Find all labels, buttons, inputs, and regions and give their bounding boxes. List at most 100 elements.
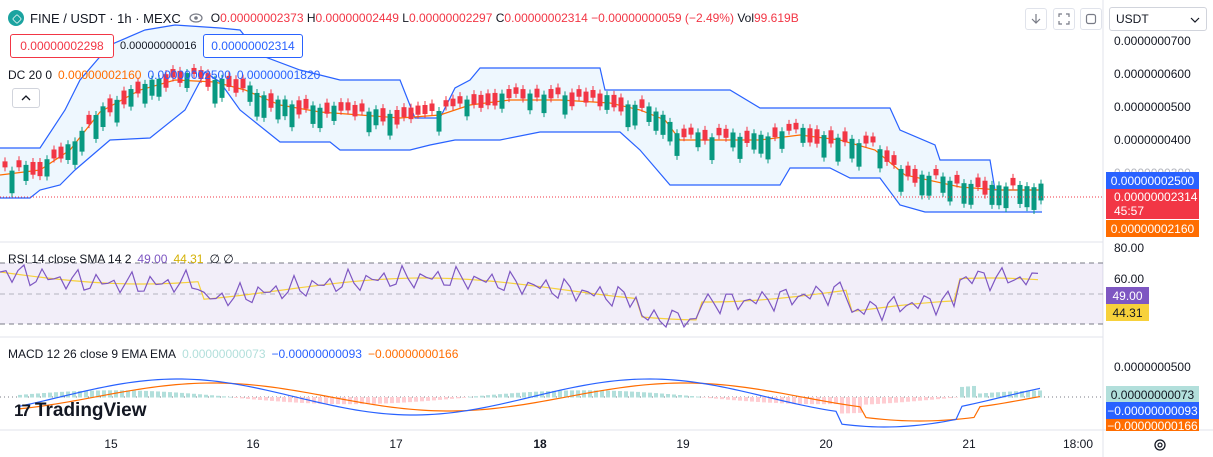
chevron-up-icon [21,92,31,104]
candle-body [548,89,554,99]
candle-body [394,109,400,125]
tradingview-logo[interactable]: 17 TradingView [14,400,147,422]
vol-label: Vol [737,11,754,25]
macd-histogram-bar [684,395,688,398]
candle-body [338,102,344,111]
rsi-empty-values: ∅ ∅ [209,252,234,266]
candle-body [506,89,512,99]
buy-button[interactable]: 0.00000002314 [203,34,303,58]
dc-legend[interactable]: DC 20 0 0.00000002160 0.00000002500 0.00… [8,68,320,82]
candle-body [744,130,750,143]
time-axis-label: 18 [533,437,547,451]
macd-line-legend-value: −0.00000000093 [271,347,362,361]
macd-histogram-bar [996,392,1000,398]
candle-body [1038,183,1044,201]
sell-button[interactable]: 0.00000002298 [10,34,114,58]
settings-gear-icon[interactable] [1152,437,1168,456]
macd-histogram-bar [294,397,298,403]
macd-histogram-bar [552,390,556,398]
rsi-axis-label: 80.00 [1114,241,1145,255]
symbol-title[interactable]: FINE / USDT · 1h · MEXC [30,10,181,26]
macd-histogram-bar [342,397,346,405]
macd-histogram-bar [966,386,970,398]
rsi-line [0,263,1039,329]
vol-value: 99.619B [754,11,799,25]
candle-body [485,93,491,106]
candle-body [114,99,120,123]
candle-body [611,94,617,108]
collapse-legend-button[interactable] [12,88,40,108]
candle-body [828,130,834,144]
macd-hist-value-tag: 0.00000000073 [1106,386,1199,403]
change-value: −0.00000000059 (−2.49%) [591,11,734,25]
macd-histogram-bar [60,391,64,398]
candle-body [590,90,596,98]
low-label: L [402,11,409,25]
candle-body [807,128,813,143]
macd-histogram-bar [480,395,484,398]
candle-body [415,105,421,115]
candle-body [352,104,358,117]
macd-histogram-bar [156,391,160,398]
macd-histogram-bar [564,390,568,398]
currency-value: USDT [1116,12,1149,26]
candle-body [289,104,295,128]
macd-histogram-bar [144,390,148,398]
candle-body [989,184,995,205]
candle-body [996,185,1002,206]
candle-body [954,174,960,184]
rsi-value-tag: 49.00 [1106,287,1149,304]
macd-histogram-bar [744,397,748,402]
macd-histogram-bar [1002,391,1006,398]
macd-histogram-bar [588,390,592,398]
candle-body [555,87,561,95]
time-axis-label: 18:00 [1062,437,1094,451]
macd-histogram-bar [390,397,394,404]
macd-histogram-bar [444,397,448,400]
candle-body [219,78,225,98]
candle-body [975,177,981,188]
macd-histogram-bar [990,392,994,398]
macd-histogram-bar [378,397,382,404]
macd-line [19,378,1041,428]
candle-body [695,132,701,148]
currency-select[interactable]: USDT [1109,7,1207,31]
candle-body [44,159,50,177]
candle-body [191,67,197,74]
macd-histogram-bar [534,391,538,398]
eye-icon[interactable] [187,13,205,23]
candle-body [163,74,169,88]
macd-histogram-bar [792,397,796,404]
dc-basis-price-tag: 0.00000002160 [1106,220,1199,237]
candle-body [534,88,540,98]
candle-body [233,79,239,93]
candle-body [303,98,309,109]
time-axis-label: 16 [246,437,260,451]
macd-histogram-bar [858,397,862,413]
macd-histogram-bar [90,390,94,398]
fullscreen-icon[interactable] [1053,8,1075,30]
last-price-tag: 0.00000002314 45:57 [1106,189,1199,219]
rsi-legend[interactable]: RSI 14 close SMA 14 2 49.00 44.31 ∅ ∅ [8,252,234,266]
macd-legend[interactable]: MACD 12 26 close 9 EMA EMA 0.00000000073… [8,347,458,361]
arrow-down-icon[interactable] [1025,8,1047,30]
settings-square-icon[interactable] [1080,8,1102,30]
candle-body [625,104,631,128]
candle-body [156,78,162,97]
macd-histogram-bar [504,393,508,398]
macd-histogram-bar [882,397,886,404]
candle-body [821,135,827,158]
macd-histogram-bar [396,397,400,403]
macd-histogram-bar [804,397,808,405]
macd-histogram-bar [570,390,574,398]
macd-histogram-bar [714,397,718,399]
last-price: 0.00000002314 [1114,190,1198,204]
chart-background [0,0,1103,457]
candle-body [247,85,253,102]
macd-histogram-bar [798,397,802,404]
macd-histogram-bar [750,397,754,402]
candle-body [380,108,386,122]
candle-body [58,146,64,159]
macd-signal-legend-value: −0.00000000166 [367,347,459,361]
